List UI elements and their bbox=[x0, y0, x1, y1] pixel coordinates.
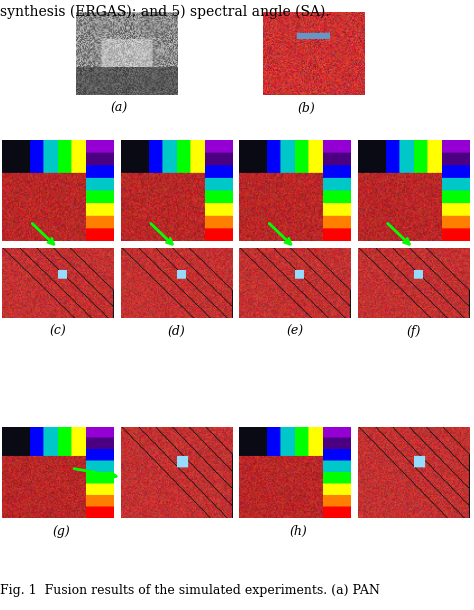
Text: (d): (d) bbox=[168, 325, 185, 337]
Text: (a): (a) bbox=[111, 102, 128, 115]
Text: (f): (f) bbox=[406, 325, 421, 337]
Text: Fig. 1  Fusion results of the simulated experiments. (a) PAN: Fig. 1 Fusion results of the simulated e… bbox=[0, 584, 380, 597]
Text: (g): (g) bbox=[53, 525, 71, 537]
Text: (e): (e) bbox=[286, 325, 304, 337]
Text: synthesis (ERGAS); and 5) spectral angle (SA).: synthesis (ERGAS); and 5) spectral angle… bbox=[0, 5, 329, 20]
Text: (h): (h) bbox=[290, 525, 308, 537]
Text: (b): (b) bbox=[298, 102, 316, 115]
Text: (c): (c) bbox=[50, 325, 66, 337]
